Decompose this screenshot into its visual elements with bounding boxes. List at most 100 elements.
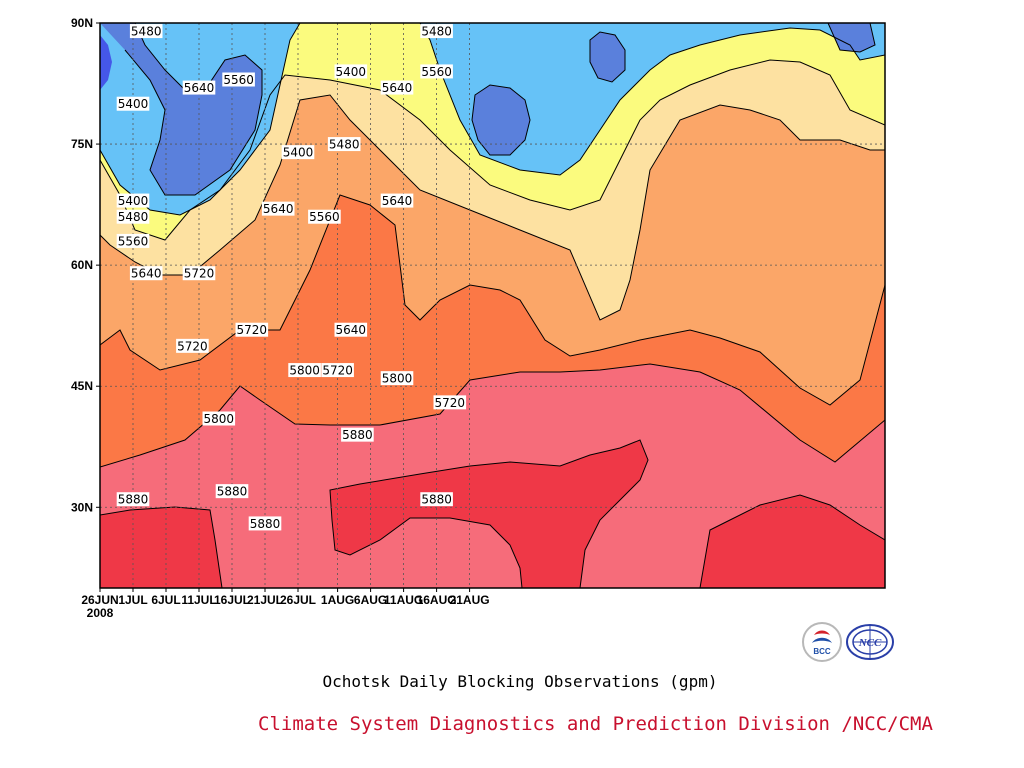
contour-label: 5640 [334, 322, 368, 337]
y-tick-label: 30N [71, 500, 93, 514]
contour-5400-line-c [589, 31, 626, 83]
band-minimum-core [100, 35, 112, 90]
contour-label: 5400 [116, 96, 150, 111]
contour-label: 5560 [222, 72, 255, 87]
y-tick-label: 45N [71, 379, 93, 393]
svg-text:5880: 5880 [217, 485, 248, 499]
x-tick-label: 1JUL [118, 593, 147, 607]
contour-5880-line-c [699, 494, 885, 588]
contour-label: 5880 [116, 492, 150, 507]
svg-text:5560: 5560 [309, 210, 340, 224]
contour-label: 5480 [327, 137, 361, 152]
svg-text:5400: 5400 [118, 97, 149, 111]
svg-text:5800: 5800 [382, 372, 413, 386]
contour-label: 5480 [116, 209, 150, 224]
svg-text:5640: 5640 [131, 267, 162, 281]
svg-text:5560: 5560 [421, 65, 452, 79]
contour-5560-line [100, 59, 885, 241]
x-tick-label: 21AUG [450, 593, 490, 607]
contour-label: 5720 [321, 363, 354, 378]
svg-text:5880: 5880 [421, 493, 452, 507]
svg-text:5640: 5640 [263, 202, 294, 216]
contour-label: 5720 [433, 395, 467, 410]
x-tick-label: 26JUN [81, 593, 118, 607]
band-below-5400 [100, 23, 875, 195]
svg-text:5800: 5800 [289, 364, 320, 378]
x-tick-label: 6JUL [151, 593, 180, 607]
contour-label: 5640 [261, 201, 295, 216]
contour-label: 5640 [380, 80, 414, 95]
contour-label: 5880 [215, 484, 249, 499]
x-tick-label: 6AUG [354, 593, 387, 607]
contour-label: 5800 [380, 371, 414, 386]
contour-label: 5880 [341, 427, 374, 442]
svg-text:5560: 5560 [223, 73, 254, 87]
x-tick-label: 11AUG [384, 593, 423, 607]
contour-labels: 5480 5400 5400 5480 5560 5640 5640 5560 5720 5720… [116, 24, 467, 531]
plot-frame [99, 22, 886, 589]
contour-5720-line [100, 194, 885, 406]
contour-label: 5720 [235, 322, 269, 337]
contour-label: 5880 [248, 516, 282, 531]
svg-text:5720: 5720 [322, 364, 353, 378]
svg-text:5640: 5640 [336, 323, 367, 337]
contour-label: 5720 [176, 338, 209, 353]
svg-text:5880: 5880 [342, 428, 373, 442]
svg-text:5720: 5720 [177, 339, 208, 353]
contour-label: 5560 [308, 209, 341, 224]
svg-text:5880: 5880 [250, 517, 281, 531]
svg-text:5480: 5480 [131, 25, 162, 39]
contour-label: 5400 [334, 64, 368, 79]
svg-text:5640: 5640 [382, 194, 413, 208]
svg-text:5560: 5560 [118, 234, 149, 248]
svg-text:5720: 5720 [435, 396, 466, 410]
contour-5880-line-a [100, 506, 223, 588]
contour-label: 5400 [116, 193, 150, 208]
y-tick-label: 60N [71, 258, 93, 272]
svg-text:5800: 5800 [204, 412, 235, 426]
contour-5880-line-b [329, 439, 649, 588]
contour-label: 5720 [182, 266, 216, 281]
y-tick-label: 90N [71, 16, 93, 30]
credit-line: Climate System Diagnostics and Predictio… [258, 713, 933, 735]
contour-label: 5800 [288, 363, 321, 378]
x-tick-label: 26JUL [280, 593, 316, 607]
contour-label: 5640 [182, 80, 216, 95]
y-tick-label: 75N [71, 137, 93, 151]
x-tick-label: 16JUL [214, 593, 250, 607]
contour-5640-line [100, 94, 885, 321]
svg-text:5640: 5640 [382, 81, 413, 95]
contour-label: 5560 [116, 233, 150, 248]
x-tick-label: 21JUL [247, 593, 283, 607]
x-tick-label: 16AUG [417, 593, 457, 607]
contour-label: 5640 [380, 193, 414, 208]
contour-fields [100, 23, 885, 588]
contour-label: 5800 [202, 411, 236, 426]
contour-label: 5480 [129, 24, 163, 39]
svg-text:5880: 5880 [118, 493, 149, 507]
contour-5400-line-a [124, 23, 263, 196]
ncc-logo-icon: NCC [846, 624, 894, 660]
svg-text:5400: 5400 [283, 146, 314, 160]
contour-5400-line-b [471, 84, 531, 156]
svg-text:5720: 5720 [237, 323, 268, 337]
svg-text:5400: 5400 [336, 65, 367, 79]
svg-text:5480: 5480 [118, 210, 149, 224]
contour-5400-line-d [827, 23, 876, 53]
x-year-label: 2008 [87, 606, 114, 620]
svg-text:5720: 5720 [184, 267, 215, 281]
band-above-5880 [100, 440, 885, 588]
x-tick-label: 11JUL [181, 593, 216, 607]
svg-text:5640: 5640 [184, 81, 215, 95]
contour-label: 5560 [420, 64, 453, 79]
contour-label: 5880 [420, 492, 453, 507]
contour-label: 5400 [281, 145, 315, 160]
chart-title: Ochotsk Daily Blocking Observations (gpm… [322, 672, 718, 691]
svg-text:5400: 5400 [118, 194, 149, 208]
contour-label: 5640 [129, 266, 163, 281]
ncc-logo-text: NCC [858, 637, 882, 649]
x-tick-label: 1AUG [321, 593, 354, 607]
svg-text:5480: 5480 [329, 138, 360, 152]
